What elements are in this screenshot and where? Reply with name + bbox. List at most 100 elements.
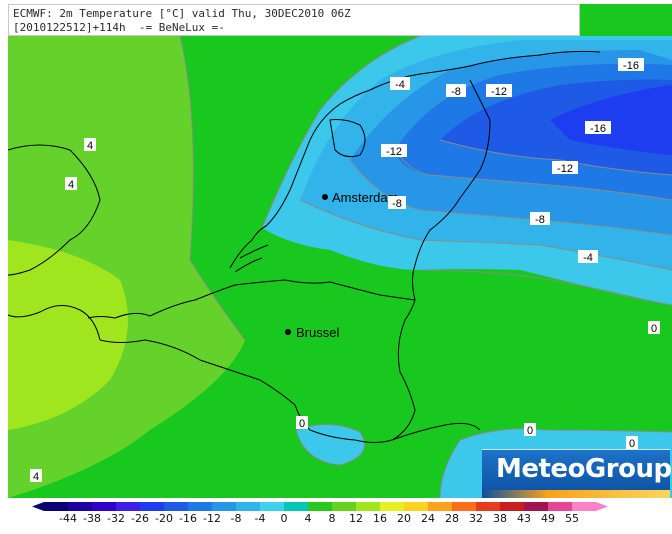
colorbar-tick-label: -38 <box>83 512 101 525</box>
colorbar-swatch <box>164 502 189 511</box>
colorbar-tick-label: 55 <box>565 512 579 525</box>
brand-swoosh <box>482 490 670 498</box>
contour-label: -12 <box>381 144 407 158</box>
field-cold-pocket-west <box>296 424 365 465</box>
city-label-amsterdam: Amsterdam <box>332 190 398 205</box>
colorbar-swatch <box>380 502 405 511</box>
brand-name: MeteoGroup <box>496 454 672 484</box>
field-8c-region <box>8 240 128 430</box>
colorbar-swatch <box>572 502 597 511</box>
colorbar-tick-label: 28 <box>445 512 459 525</box>
contour-label: 0 <box>648 321 660 335</box>
colorbar-swatch <box>44 502 69 511</box>
colorbar-tick-label: 12 <box>349 512 363 525</box>
contour-label: -4 <box>390 77 410 91</box>
contour-label: 0 <box>296 416 308 430</box>
svg-text:-12: -12 <box>557 163 573 175</box>
belgium-france-border-west <box>87 284 236 319</box>
colorbar-swatch <box>92 502 117 511</box>
contour-label: -12 <box>552 161 578 175</box>
svg-text:-4: -4 <box>583 252 593 264</box>
colorbar-tick-label: 49 <box>541 512 555 525</box>
colorbar-tick-label: 16 <box>373 512 387 525</box>
colorbar-tick-label: 20 <box>397 512 411 525</box>
colorbar-swatch <box>428 502 453 511</box>
contour-label: -8 <box>530 212 550 226</box>
svg-text:-8: -8 <box>451 86 461 98</box>
colorbar-swatch <box>548 502 573 511</box>
colorbar-swatch <box>356 502 381 511</box>
colorbar-swatch <box>236 502 261 511</box>
colorbar-swatch <box>500 502 525 511</box>
colorbar-swatch <box>260 502 285 511</box>
contour-label: -12 <box>486 84 512 98</box>
belgium-netherlands-border <box>234 279 416 301</box>
colorbar-tick-label: -4 <box>254 512 266 525</box>
colorbar-labels: -44 -38 -32 -26 -20 -16 -12 -8 -4 0 4 8 12 16 20 24 28 32… <box>0 512 672 528</box>
svg-text:-16: -16 <box>623 60 639 72</box>
svg-text:0: 0 <box>651 323 657 335</box>
contour-label: 0 <box>626 436 638 450</box>
contour-label: 4 <box>65 177 77 191</box>
svg-text:-8: -8 <box>392 198 402 210</box>
colorbar-swatch <box>404 502 429 511</box>
luxembourg-border <box>391 422 481 441</box>
amsterdam-marker <box>322 194 328 200</box>
colorbar-swatch <box>188 502 213 511</box>
svg-text:-4: -4 <box>395 79 405 91</box>
colorbar-arrow-left <box>32 502 44 511</box>
colorbar-swatch <box>116 502 141 511</box>
colorbar-swatch <box>308 502 333 511</box>
colorbar-tick-label: 24 <box>421 512 435 525</box>
map-title: ECMWF: 2m Temperature [°C] valid Thu, 30… <box>13 7 351 20</box>
meteogroup-logo: MeteoGroup <box>482 449 672 498</box>
wadden-coast <box>369 50 601 91</box>
colorbar-tick-label: 32 <box>469 512 483 525</box>
contour-label: -8 <box>446 84 466 98</box>
contour-label: -8 <box>388 196 406 210</box>
belgium-france-border <box>99 339 311 431</box>
colorbar-swatch <box>140 502 165 511</box>
isotherms <box>179 35 672 499</box>
svg-text:4: 4 <box>87 140 93 152</box>
colorbar-swatch <box>68 502 93 511</box>
colorbar-tick-label: -26 <box>131 512 149 525</box>
colorbar-swatch <box>452 502 477 511</box>
contour-labels: 4 4 4 -4 -8 -12 -16 -16 -12 -12 -8 -4 0 … <box>30 58 660 483</box>
colorbar-arrow-right <box>596 502 608 511</box>
ijsselmeer <box>329 119 366 158</box>
svg-text:4: 4 <box>68 179 74 191</box>
contour-label: 0 <box>524 423 536 437</box>
svg-text:-8: -8 <box>535 214 545 226</box>
isotherm-minus16 <box>439 139 672 176</box>
colorbar-tick-label: -12 <box>203 512 221 525</box>
colorbar-tick-label: -32 <box>107 512 125 525</box>
colorbar-tick-label: -16 <box>179 512 197 525</box>
contour-label: 4 <box>30 469 42 483</box>
map-run-info: [2010122512]+114h -= BeNeLux =- <box>13 21 225 34</box>
colorbar-swatch <box>212 502 237 511</box>
colorbar-swatch <box>524 502 549 511</box>
isotherm-minus4 <box>299 199 672 271</box>
colorbar-tick-label: -20 <box>155 512 173 525</box>
english-coast <box>7 144 101 276</box>
svg-text:0: 0 <box>629 438 635 450</box>
colorbar-tick-label: -44 <box>59 512 77 525</box>
colorbar-swatch <box>332 502 357 511</box>
colorbar-tick-label: 43 <box>517 512 531 525</box>
colorbar-tick-label: 0 <box>280 512 288 525</box>
coastlines-and-borders <box>7 50 601 443</box>
colorbar-tick-label: 4 <box>304 512 312 525</box>
colorbar-swatch <box>476 502 501 511</box>
zeeland-coast <box>234 244 269 273</box>
contour-label: -16 <box>618 58 644 72</box>
colorbar-tick-label: 8 <box>328 512 336 525</box>
thames-coast <box>7 305 101 341</box>
isotherm-minus8 <box>349 159 672 236</box>
city-label-brussel: Brussel <box>296 325 339 340</box>
dutch-coast <box>229 89 371 269</box>
colorbar-swatch <box>284 502 309 511</box>
svg-text:-12: -12 <box>386 146 402 158</box>
colorbar <box>32 502 608 511</box>
